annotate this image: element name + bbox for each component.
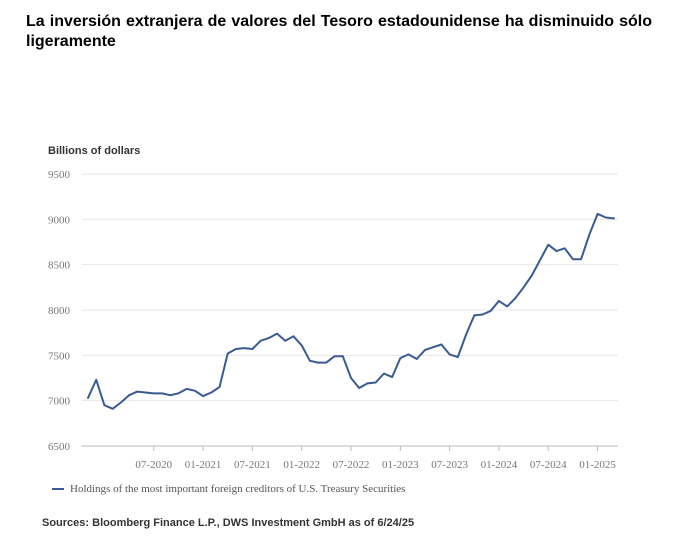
gridlines — [82, 173, 618, 447]
x-tick-label: 01-2022 — [283, 459, 320, 471]
x-tick-label: 07-2020 — [135, 459, 172, 471]
legend: Holdings of the most important foreign c… — [52, 483, 405, 495]
legend-swatch — [52, 488, 64, 490]
x-tick-label: 01-2024 — [481, 459, 518, 471]
y-tick-label: 9500 — [48, 169, 71, 181]
x-tick-label: 07-2024 — [530, 459, 567, 471]
y-axis-unit-label: Billions of dollars — [48, 145, 141, 157]
legend-label: Holdings of the most important foreign c… — [70, 483, 406, 495]
y-tick-label: 8500 — [48, 260, 71, 272]
x-tick-label: 01-2023 — [382, 459, 419, 471]
x-tick-label: 07-2021 — [234, 459, 271, 471]
x-tick-label: 07-2022 — [333, 459, 370, 471]
source-note: Sources: Bloomberg Finance L.P., DWS Inv… — [42, 517, 415, 529]
y-tick-labels: 9500 9000 8500 8000 7500 7000 6500 — [48, 169, 71, 453]
x-tick-labels: 07-2020 01-2021 07-2021 01-2022 07-2022 01-20… — [135, 446, 616, 471]
series-lines — [87, 212, 615, 410]
y-tick-label: 9000 — [48, 214, 71, 226]
y-tick-label: 8000 — [48, 305, 71, 317]
x-tick-label: 01-2021 — [185, 459, 222, 471]
x-tick-label: 01-2025 — [579, 459, 616, 471]
y-tick-label: 7000 — [48, 396, 71, 408]
chart-title: La inversión extranjera de valores del T… — [26, 13, 652, 50]
y-tick-label: 7500 — [48, 350, 71, 362]
y-tick-label: 6500 — [48, 441, 71, 453]
x-tick-label: 07-2023 — [431, 459, 468, 471]
series-line — [87, 212, 615, 410]
